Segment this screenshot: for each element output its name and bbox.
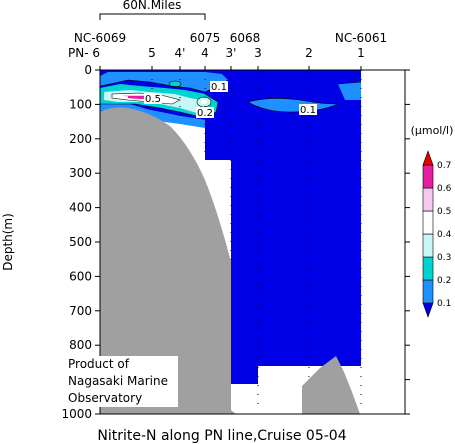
data-gap-3 [361,70,405,420]
station-ticks [99,66,362,70]
station-label-1: 1 [357,46,365,60]
colorbar-unit: (μmol/l) [411,124,454,137]
scale-bar-label: 60N.Miles [123,0,182,12]
colorbar-label: 0.6 [437,184,452,194]
colorbar-label: 0.5 [437,207,451,217]
station-label-2: 2 [305,46,313,60]
station-label-4: 4 [201,46,209,60]
contour-label: 0.1 [211,82,227,93]
colorbar-label: 0.2 [437,276,451,286]
contour-label: 0.2 [197,108,213,119]
colorbar-swatch [422,256,434,281]
colorbar-swatch [422,210,434,235]
y-axis-title: Depth(m) [1,213,15,271]
spot-station-4-core [201,100,207,104]
colorbar-swatch [422,164,434,189]
colorbar-swatch [422,279,434,304]
station-label-3: 3 [254,46,262,60]
y-axis: 01002003004005006007008009001000 [61,63,410,421]
seafloor-main [100,107,236,414]
contour-label: 0.5 [145,94,161,105]
y-tick-label: 600 [69,269,92,283]
scale-bar [99,13,206,20]
colorbar-swatch [422,233,434,258]
station-label-3p: 3' [226,46,237,60]
colorbar: 0.1 0.2 0.3 0.4 0.5 0.6 0.7 [422,150,452,318]
contour-label-bg-2 [196,107,214,118]
contour-label-bg-0 [144,93,162,104]
station-label-top-6068: 6068 [230,31,261,45]
field-blue-lower [205,160,361,384]
y-tick-label: 800 [69,338,92,352]
colorbar-label: 0.4 [437,230,452,240]
colorbar-swatch [422,187,434,212]
producer-credit: Product of Nagasaki Marine Observatory [68,356,178,407]
y-tick-label: 300 [69,166,92,180]
y-tick-label: 200 [69,132,92,146]
colorbar-label: 0.1 [437,299,451,309]
y-tick-label: 100 [69,97,92,111]
credit-line-2: Nagasaki Marine [68,374,168,388]
spot-surface [168,80,182,88]
credit-line-1: Product of [68,357,129,371]
contour-label-bg-1 [210,81,228,92]
y-tick-label: 700 [69,304,92,318]
station-label-top-nc6061: NC-6061 [335,31,387,45]
y-tick-label: 0 [84,63,92,77]
station-label-top-nc6069: NC-6069 [74,31,126,45]
credit-line-3: Observatory [68,391,143,405]
station-label-4p: 4' [175,46,186,60]
station-label-pn6: PN- 6 [68,46,100,60]
seafloor-ridge [302,356,360,414]
y-tick-label: 500 [69,235,92,249]
colorbar-arrow-bottom [422,302,434,318]
station-label-top-6075: 6075 [190,31,221,45]
y-tick-label: 1000 [61,407,92,421]
contour-label-bg-3 [299,104,317,115]
colorbar-label: 0.3 [437,253,451,263]
colorbar-label: 0.7 [437,161,451,171]
y-tick-label: 400 [69,201,92,215]
data-gap-2 [231,384,258,418]
band-0.2 [100,72,228,92]
chart-title: Nitrite-N along PN line,Cruise 05-04 [97,428,346,444]
contour-label: 0.1 [300,105,316,116]
colorbar-arrow-top [422,150,434,166]
station-label-5: 5 [148,46,156,60]
band-0.2-right [338,82,361,100]
